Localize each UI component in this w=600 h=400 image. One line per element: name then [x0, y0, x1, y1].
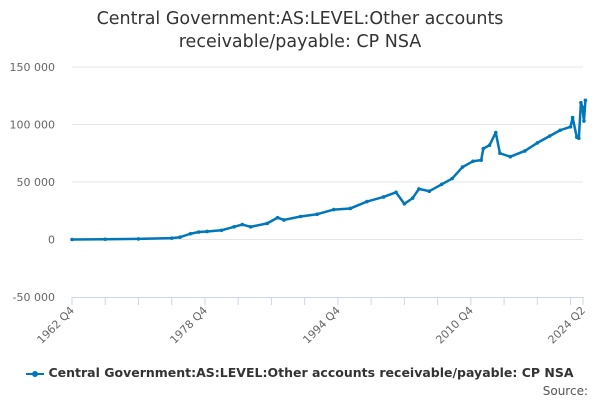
data-point: [460, 165, 465, 169]
y-tick-label: 50 000: [17, 176, 56, 189]
data-point: [381, 195, 386, 199]
data-point: [275, 215, 280, 220]
legend-label: Central Government:AS:LEVEL:Other accoun…: [48, 365, 574, 380]
source-label: Source:: [542, 384, 588, 398]
data-point: [570, 115, 575, 120]
data-point: [450, 176, 454, 181]
data-point: [365, 199, 369, 204]
data-point: [196, 230, 201, 234]
data-point: [547, 134, 552, 138]
data-point: [70, 237, 74, 242]
data-point: [568, 125, 573, 129]
data-point: [282, 218, 286, 222]
data-point: [315, 212, 319, 216]
data-point: [481, 146, 486, 151]
data-point: [580, 105, 585, 110]
data-point: [103, 237, 108, 242]
data-point: [136, 237, 141, 241]
x-tick-label: 1962 Q4: [35, 304, 78, 347]
data-point: [298, 214, 303, 219]
data-point: [402, 202, 407, 206]
y-tick-label: -50 000: [13, 291, 55, 304]
data-point: [535, 141, 540, 145]
x-tick-label: 2024 Q2: [546, 304, 589, 347]
data-point: [487, 143, 492, 147]
data-point: [417, 187, 421, 191]
data-point: [579, 100, 583, 105]
x-tick-label: 1978 Q4: [168, 304, 211, 347]
data-point: [178, 235, 182, 239]
data-point: [471, 159, 475, 164]
legend-item[interactable]: Central Government:AS:LEVEL:Other accoun…: [0, 365, 600, 380]
series-line: [71, 100, 587, 241]
data-point: [427, 189, 432, 193]
data-point: [331, 207, 336, 212]
data-point: [582, 119, 586, 123]
data-point: [508, 154, 513, 159]
data-point: [498, 151, 502, 156]
data-point: [169, 236, 174, 240]
data-point: [493, 130, 498, 135]
y-tick-label: 100 000: [10, 119, 56, 132]
data-point: [410, 196, 415, 200]
data-point: [479, 158, 484, 162]
data-point: [558, 128, 562, 133]
data-point: [248, 225, 253, 229]
data-point: [523, 149, 527, 153]
data-point: [265, 221, 270, 226]
data-point: [219, 228, 224, 233]
data-point: [394, 190, 398, 195]
chart-title: Central Government:AS:LEVEL:Other accoun…: [96, 9, 504, 52]
data-point: [240, 222, 245, 227]
data-point: [205, 229, 209, 234]
data-point: [583, 98, 588, 103]
x-tick-label: 1994 Q4: [300, 304, 343, 347]
data-point: [348, 206, 353, 211]
data-point: [232, 225, 236, 229]
data-point: [439, 182, 444, 187]
y-tick-label: 0: [48, 234, 55, 247]
legend-line-marker-icon: [26, 370, 45, 377]
y-tick-label: 150 000: [10, 61, 56, 74]
data-point: [577, 136, 581, 141]
data-point: [188, 231, 193, 236]
x-tick-label: 2010 Q4: [433, 304, 476, 347]
